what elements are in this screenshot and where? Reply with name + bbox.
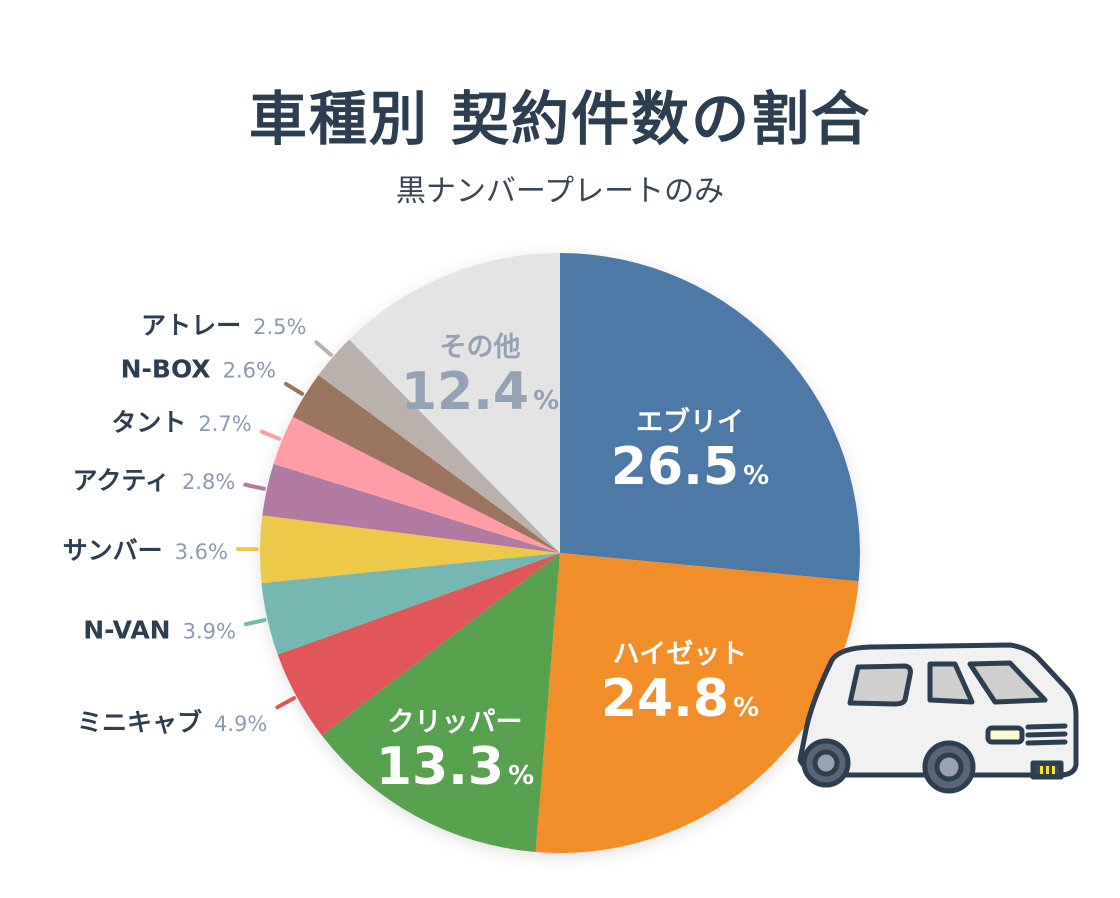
slice-annotation-4: N-VAN 3.9% bbox=[83, 616, 236, 645]
slice-value: 4.9% bbox=[213, 711, 268, 736]
slice-value: 24.8% bbox=[600, 669, 760, 729]
slice-label: N-VAN bbox=[83, 615, 171, 645]
leader-line-9 bbox=[314, 340, 333, 357]
slice-value: 3.6% bbox=[174, 539, 229, 564]
leader-line-4 bbox=[243, 618, 267, 627]
slice-label: アトレー bbox=[141, 311, 242, 341]
slice-annotation-9: アトレー 2.5% bbox=[141, 306, 306, 342]
pie-slice-3 bbox=[277, 553, 560, 736]
slice-value: 26.5% bbox=[610, 437, 770, 497]
leader-line-8 bbox=[283, 381, 305, 396]
pie-slice-0 bbox=[560, 253, 860, 582]
slice-label: N-BOX bbox=[120, 354, 211, 384]
pie-slice-2 bbox=[321, 553, 560, 852]
slice-label: クリッパー bbox=[387, 707, 523, 738]
slice-annotation-6: アクティ 2.8% bbox=[73, 461, 236, 497]
pie-slice-8 bbox=[292, 375, 560, 553]
slice-label: タント bbox=[111, 408, 187, 438]
slice-label: アクティ bbox=[72, 465, 170, 495]
slice-value: 3.9% bbox=[182, 619, 236, 644]
leader-line-6 bbox=[243, 482, 266, 491]
slice-annotation-8: N-BOX 2.6% bbox=[121, 355, 276, 384]
chart-title: 車種別 契約件数の割合 bbox=[248, 85, 872, 153]
slice-value: 12.4% bbox=[400, 362, 560, 422]
pie-slice-10 bbox=[349, 253, 560, 553]
pie-slice-9 bbox=[318, 339, 560, 553]
pie-slice-7 bbox=[273, 416, 560, 553]
pie-slice-4 bbox=[261, 553, 560, 655]
slice-label: ハイゼット bbox=[612, 639, 748, 670]
slice-value: 2.8% bbox=[181, 469, 236, 494]
slice-value: 13.3% bbox=[375, 737, 535, 797]
leader-line-3 bbox=[275, 696, 297, 710]
slice-annotation-2: クリッパー 13.3% bbox=[376, 700, 534, 796]
slice-annotation-0: エブリイ 26.5% bbox=[611, 400, 769, 496]
slice-label: ミニキャブ bbox=[76, 707, 202, 737]
slice-annotation-5: サンバー 3.6% bbox=[63, 531, 228, 567]
pie-slice-5 bbox=[260, 515, 560, 584]
slice-annotation-3: ミニキャブ 4.9% bbox=[77, 703, 267, 739]
pie-slice-6 bbox=[262, 463, 560, 553]
slice-annotation-10: その他 12.4% bbox=[401, 325, 559, 421]
slice-label: その他 bbox=[439, 332, 521, 363]
slice-value: 2.5% bbox=[253, 315, 307, 340]
slice-annotation-7: タント 2.7% bbox=[111, 403, 251, 439]
slice-label: サンバー bbox=[62, 535, 163, 565]
pie-slice-1 bbox=[535, 553, 859, 854]
slice-label: エブリイ bbox=[636, 407, 744, 438]
slice-annotation-1: ハイゼット 24.8% bbox=[601, 632, 759, 728]
slice-value: 2.6% bbox=[222, 358, 276, 383]
leader-line-7 bbox=[259, 429, 282, 441]
chart-subtitle: 黒ナンバープレートのみ bbox=[395, 174, 725, 209]
slice-value: 2.7% bbox=[198, 412, 252, 437]
